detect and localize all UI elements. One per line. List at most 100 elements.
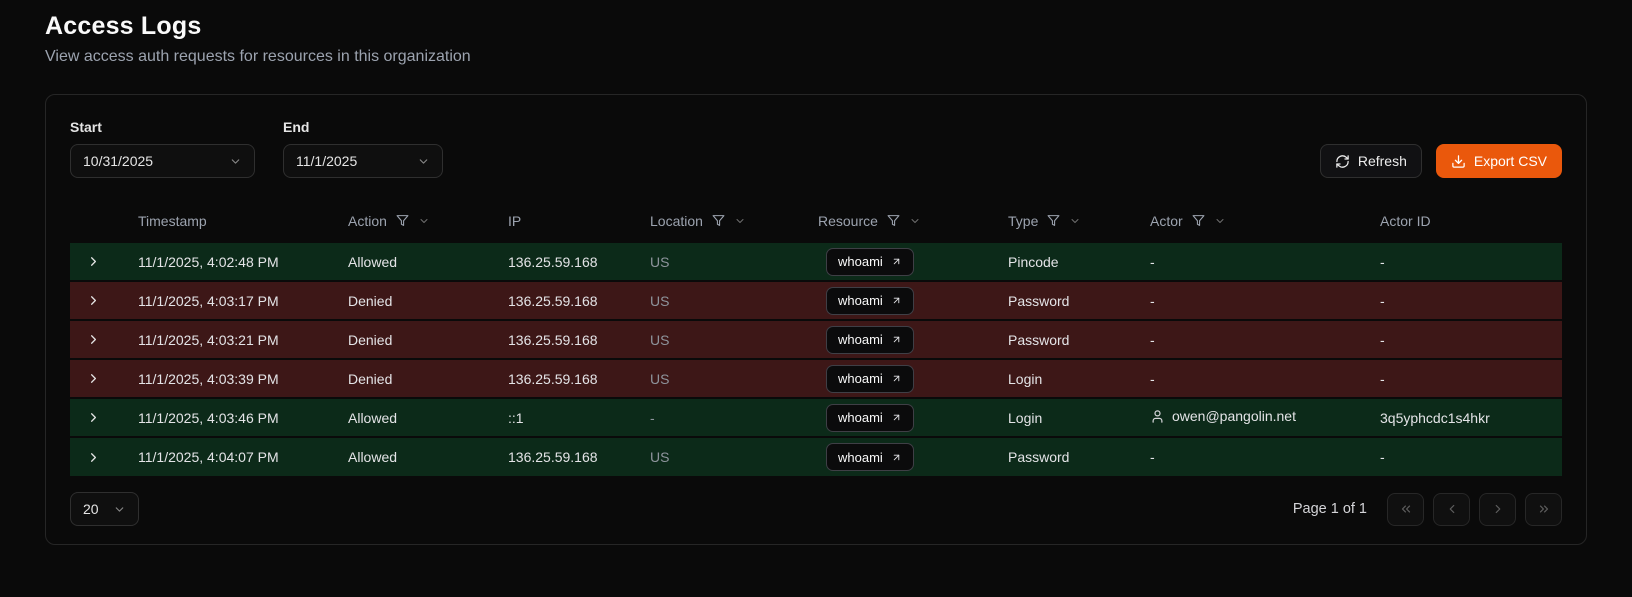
action-cell: Allowed [348,449,398,465]
expand-cell [70,359,138,398]
refresh-button[interactable]: Refresh [1319,144,1422,178]
chevron-down-icon[interactable] [734,215,746,227]
column-label: IP [508,212,522,229]
type-cell: Login [1008,370,1043,387]
filter-icon[interactable] [887,214,900,227]
action-cell: Denied [348,370,393,387]
expand-row-button[interactable] [78,403,108,433]
column-header-actor-id: Actor ID [1380,200,1562,242]
action-cell: Denied [348,331,393,348]
end-date-field: End 11/1/2025 [283,119,443,178]
ip-cell: 136.25.59.168 [508,370,598,387]
table-row[interactable]: 11/1/2025, 4:02:48 PM Allowed 136.25.59.… [70,242,1562,281]
resource-name: whoami [838,293,883,308]
refresh-label: Refresh [1357,153,1407,169]
access-logs-table: Timestamp Action IP Location Resource Ty… [70,200,1562,476]
filter-icon[interactable] [396,214,409,227]
pager-buttons [1387,492,1562,526]
timestamp-cell: 11/1/2025, 4:02:48 PM [138,253,279,270]
expand-row-button[interactable] [78,364,108,394]
page-size-select[interactable]: 20 [70,492,139,526]
actor-id-cell: - [1380,449,1385,465]
user-icon [1150,409,1165,424]
type-cell: Password [1008,331,1070,348]
resource-link[interactable]: whoami [826,325,914,354]
column-header-action: Action [348,200,508,242]
resource-link[interactable]: whoami [826,403,914,432]
location-cell: US [650,331,670,348]
chevron-right-icon [1491,502,1505,516]
ip-cell: 136.25.59.168 [508,331,598,348]
column-label: Location [650,212,703,229]
resource-name: whoami [838,332,883,347]
resource-link[interactable]: whoami [826,443,914,471]
chevron-down-icon[interactable] [909,215,921,227]
arrow-up-right-icon [891,256,902,267]
start-date-select[interactable]: 10/31/2025 [70,144,255,178]
page-subtitle: View access auth requests for resources … [45,48,471,65]
column-label: Type [1008,212,1039,229]
table-row[interactable]: 11/1/2025, 4:03:21 PM Denied 136.25.59.1… [70,320,1562,359]
last-page-button[interactable] [1525,492,1562,526]
resource-name: whoami [838,254,883,269]
page-title: Access Logs [45,12,202,40]
filter-icon[interactable] [1047,214,1060,227]
resource-cell: whoami [818,359,1008,398]
resource-link[interactable]: whoami [826,364,914,393]
resource-link[interactable]: whoami [826,286,914,315]
chevron-down-icon[interactable] [1214,215,1226,227]
chevron-down-icon[interactable] [418,215,430,227]
filter-icon[interactable] [712,214,725,227]
type-cell: Login [1008,409,1043,426]
table-row[interactable]: 11/1/2025, 4:03:39 PM Denied 136.25.59.1… [70,359,1562,398]
table-row[interactable]: 11/1/2025, 4:03:17 PM Denied 136.25.59.1… [70,281,1562,320]
chevron-left-icon [1445,502,1459,516]
toolbar-actions: Refresh Export CSV [1319,144,1562,178]
expand-row-button[interactable] [78,286,108,316]
timestamp-cell: 11/1/2025, 4:03:17 PM [138,292,279,309]
table-row[interactable]: 11/1/2025, 4:04:07 PM Allowed 136.25.59.… [70,437,1562,476]
chevron-right-icon [86,450,101,465]
ip-cell: 136.25.59.168 [508,449,598,465]
column-header-actor: Actor [1150,200,1380,242]
next-page-button[interactable] [1479,492,1516,526]
resource-name: whoami [838,410,883,425]
column-header-timestamp: Timestamp [138,200,348,242]
export-csv-button[interactable]: Export CSV [1435,144,1562,178]
ip-cell: 136.25.59.168 [508,253,598,270]
ip-cell: ::1 [508,409,524,426]
page-size-value: 20 [83,501,99,517]
chevron-down-icon [417,155,430,168]
column-header-resource: Resource [818,200,1008,242]
chevron-down-icon [229,155,242,168]
resource-name: whoami [838,371,883,386]
resource-link[interactable]: whoami [826,247,914,276]
table-row[interactable]: 11/1/2025, 4:03:46 PM Allowed ::1 - whoa… [70,398,1562,437]
start-date-label: Start [70,119,102,135]
column-header-location: Location [650,200,818,242]
timestamp-cell: 11/1/2025, 4:03:39 PM [138,370,279,387]
end-date-select[interactable]: 11/1/2025 [283,144,443,178]
type-cell: Password [1008,449,1070,465]
expand-row-button[interactable] [78,442,108,472]
chevron-down-icon[interactable] [1069,215,1081,227]
table-header-row: Timestamp Action IP Location Resource Ty… [70,200,1562,242]
expand-cell [70,398,138,437]
filter-icon[interactable] [1192,214,1205,227]
chevron-down-icon [113,503,126,516]
expand-row-button[interactable] [78,247,108,277]
first-page-button[interactable] [1387,492,1424,526]
actor-cell: - [1150,449,1155,465]
expand-column-header [70,200,138,242]
actor-id-cell: - [1380,370,1385,387]
resource-cell: whoami [818,242,1008,281]
type-cell: Password [1008,292,1070,309]
prev-page-button[interactable] [1433,492,1470,526]
actor-cell: - [1150,370,1155,387]
arrow-up-right-icon [891,373,902,384]
actor-id-cell: 3q5yphcdc1s4hkr [1380,409,1490,426]
expand-row-button[interactable] [78,325,108,355]
type-cell: Pincode [1008,253,1059,270]
arrow-up-right-icon [891,334,902,345]
expand-cell [70,320,138,359]
